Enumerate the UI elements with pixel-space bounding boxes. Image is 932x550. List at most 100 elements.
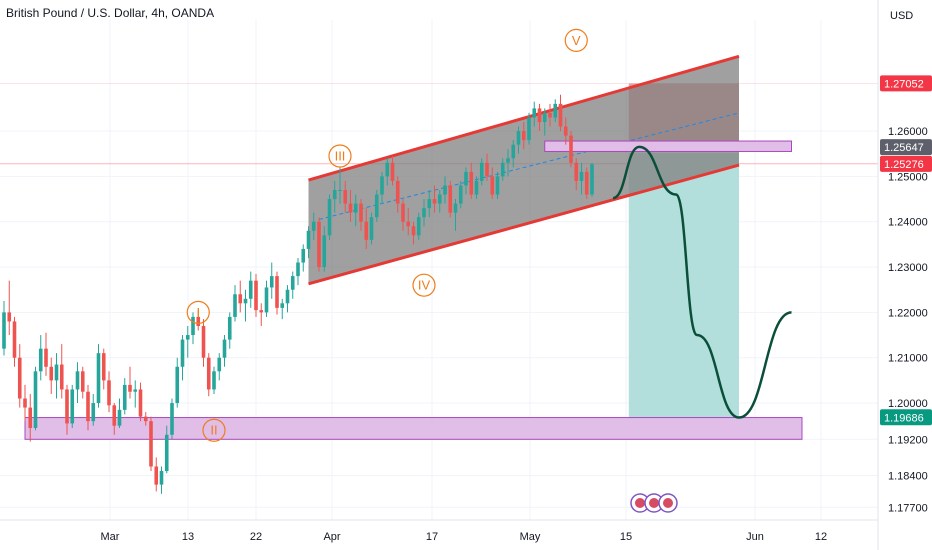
y-tick-label: 1.17700 [888,502,928,514]
candle-body [369,217,374,240]
support-zone [24,417,803,440]
y-tick-label: 1.21000 [888,353,928,365]
candle-body [23,398,27,408]
candle-body [2,312,6,349]
candle-body [285,289,290,304]
price-tag-label: 1.25276 [884,159,924,171]
candle-body [275,276,279,308]
price-tags: 1.27052 1.25647 1.25276 1.19686 [880,75,932,426]
grid [0,20,878,520]
candle-body [54,364,59,381]
candle-body [159,471,164,485]
candle-body [353,203,358,213]
channel [308,54,792,286]
y-tick-label: 1.25000 [888,171,928,183]
x-tick-label: Jun [746,531,764,543]
candle-body [164,434,169,472]
candle-body [532,108,537,118]
target-box [628,152,739,418]
candle-body [7,312,12,322]
candle-body [122,384,127,410]
candle-body [385,162,390,177]
candle-body [80,371,85,392]
candle-body [422,208,426,218]
candle-body [269,276,274,288]
candle-body [390,162,395,181]
candle-body [86,391,90,422]
candle-body [212,371,216,390]
candle-body [458,185,463,204]
candle-body [469,171,474,195]
x-tick-label: May [520,531,541,543]
x-tick-label: 17 [426,531,438,543]
candle-body [490,176,495,195]
x-tick-label: 15 [620,531,632,543]
candle-body [206,357,211,390]
candle-body [401,203,405,222]
candle-body [374,194,379,218]
candle-body [542,112,547,122]
wave-label: I [196,305,200,320]
candle-body [537,108,542,122]
candle-body [516,131,521,145]
price-tag-bg [880,155,932,172]
candle-body [191,316,195,336]
wave-label: III [335,148,346,163]
x-tick-label: Mar [101,531,120,543]
candle-body [511,144,516,159]
y-tick-label: 1.24000 [888,217,928,229]
candle-body [317,221,321,268]
candle-body [380,176,384,195]
candle-body [38,348,43,372]
y-axis: 1.26000 1.25000 1.24000 1.23000 1.22000 1.210… [877,0,928,550]
candle-body [306,230,311,249]
candle-body [254,280,258,311]
y-tick-label: 1.26000 [888,126,928,138]
flag-dot-icon [663,498,673,508]
wave-label: V [572,33,581,48]
wave-label: IV [418,278,431,293]
candle-body [101,353,106,381]
candle-body [563,126,568,136]
candle-body [70,389,75,424]
candle-body [280,303,285,308]
candle-body [222,339,227,358]
flag-dot-icon [649,498,659,508]
candle-body [180,339,185,367]
candle-body [569,135,573,163]
candle-body [464,171,468,186]
price-tag-label: 1.25647 [884,142,924,154]
candle-body [527,117,531,141]
candle-body [217,357,222,372]
candle-body [343,189,348,204]
candle-body [359,203,363,222]
candle-body [574,162,579,181]
wave-label-circle [202,418,226,442]
candle-body [521,131,526,141]
price-tag-label: 1.27052 [884,78,924,90]
candle-body [296,262,300,277]
candle-body [112,405,117,426]
candle-body [411,226,416,236]
candle-body [338,189,342,191]
candle-body [432,199,437,204]
chart-title: British Pound / U.S. Dollar, 4h, OANDA [6,6,215,20]
candle-body [364,221,369,240]
channel-lower-line [308,163,740,286]
candle-body [290,276,295,290]
x-tick-label: Apr [323,531,340,543]
candle-body [348,203,353,213]
candle-body [107,380,111,406]
candle-body [416,217,421,236]
candle-body [44,348,48,367]
candle-body [474,180,479,195]
x-tick-label: 13 [182,531,194,543]
candle-body [175,366,180,404]
candle-body [170,403,174,435]
candle-body [332,189,337,200]
price-tag-bg [880,75,932,92]
candle-body [479,162,484,181]
price-tag-label: 1.19686 [884,412,924,424]
wave-label: II [210,423,217,438]
